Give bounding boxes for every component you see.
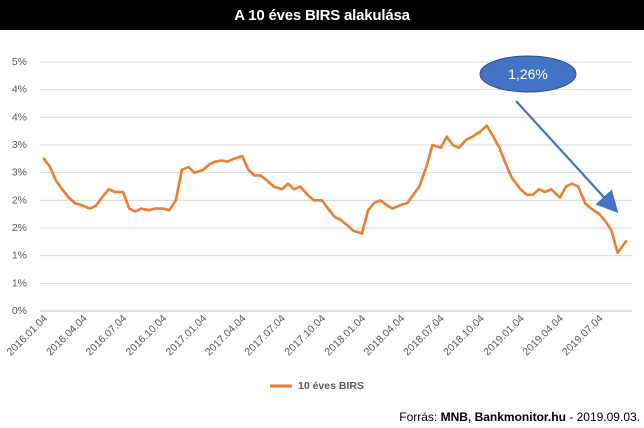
y-tick-label: 1%: [12, 250, 27, 262]
y-tick-label: 3%: [12, 139, 27, 151]
x-tick-label: 2019.01.04: [481, 313, 527, 359]
x-tick-label: 2016.01.04: [4, 313, 50, 359]
grid-lines: [40, 61, 632, 284]
source-prefix: Forrás:: [399, 410, 441, 424]
callout-ellipse: [479, 55, 577, 93]
callout-arrow: [515, 100, 619, 214]
birs-line-chart: 0% 1% 1% 2% 2% 3% 3% 4% 4% 5% 2016.01.042016.04.0…: [4, 55, 632, 392]
chart-title: A 10 éves BIRS alakulása: [0, 0, 644, 30]
y-tick-label: 1%: [12, 277, 27, 289]
x-tick-label: 2018.01.04: [322, 313, 368, 359]
x-tick-label: 2016.10.04: [124, 313, 170, 359]
y-tick-label: 4%: [12, 111, 27, 123]
x-tick-label: 2018.10.04: [441, 313, 487, 359]
x-tick-label: 2016.07.04: [84, 313, 130, 359]
source-names: MNB, Bankmonitor.hu: [440, 410, 566, 424]
callout-label: 1,26%: [508, 66, 548, 82]
y-tick-label: 2%: [12, 194, 27, 206]
y-tick-label: 5%: [12, 56, 27, 68]
x-axis-ticks: 2016.01.042016.04.042016.07.042016.10.04…: [4, 313, 605, 359]
source-date: - 2019.09.03.: [565, 410, 640, 424]
y-axis-ticks: 0% 1% 1% 2% 2% 3% 3% 4% 4% 5%: [12, 56, 27, 317]
x-tick-label: 2019.07.04: [560, 313, 606, 359]
legend: 10 éves BIRS: [270, 380, 364, 392]
x-tick-label: 2017.04.04: [203, 313, 249, 359]
y-tick-label: 4%: [12, 84, 27, 96]
source-note: Forrás: MNB, Bankmonitor.hu - 2019.09.03…: [399, 410, 640, 424]
x-tick-label: 2017.10.04: [282, 313, 328, 359]
x-tick-label: 2018.07.04: [401, 313, 447, 359]
series-line-10-eves-birs: [42, 124, 628, 255]
x-tick-label: 2016.04.04: [44, 313, 90, 359]
y-tick-label: 0%: [12, 305, 27, 317]
x-tick-label: 2019.04.04: [520, 313, 566, 359]
legend-label: 10 éves BIRS: [298, 380, 364, 392]
y-tick-label: 3%: [12, 167, 27, 179]
x-tick-label: 2018.04.04: [362, 313, 408, 359]
y-tick-label: 2%: [12, 222, 27, 234]
x-tick-label: 2017.01.04: [164, 313, 210, 359]
x-tick-label: 2017.07.04: [242, 313, 288, 359]
callout-annotation: 1,26%: [479, 55, 619, 214]
